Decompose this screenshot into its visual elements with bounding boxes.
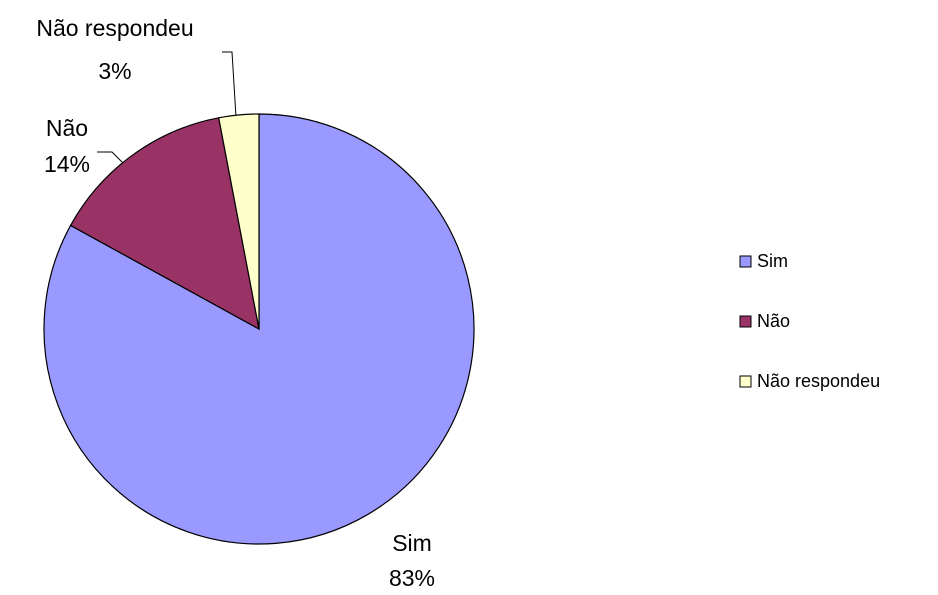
legend-label: Não [757,311,790,331]
legend-swatch [739,315,752,328]
pie-slice [43,113,475,545]
legend-label: Sim [757,251,788,271]
leader-line [97,151,127,167]
legend-swatch [739,375,752,388]
pie-slice [218,113,260,330]
pie-slice [69,117,260,331]
legend-swatch [739,255,752,268]
slice-label-name: Não respondeu [36,15,193,41]
slice-label-value: 14% [44,151,90,177]
slice-label-name: Não [46,115,88,141]
slice-label-name: Sim [392,530,432,556]
slice-label-value: 83% [389,565,435,591]
leader-line [222,51,237,118]
legend-label: Não respondeu [757,371,880,391]
slice-label-value: 3% [98,58,131,84]
